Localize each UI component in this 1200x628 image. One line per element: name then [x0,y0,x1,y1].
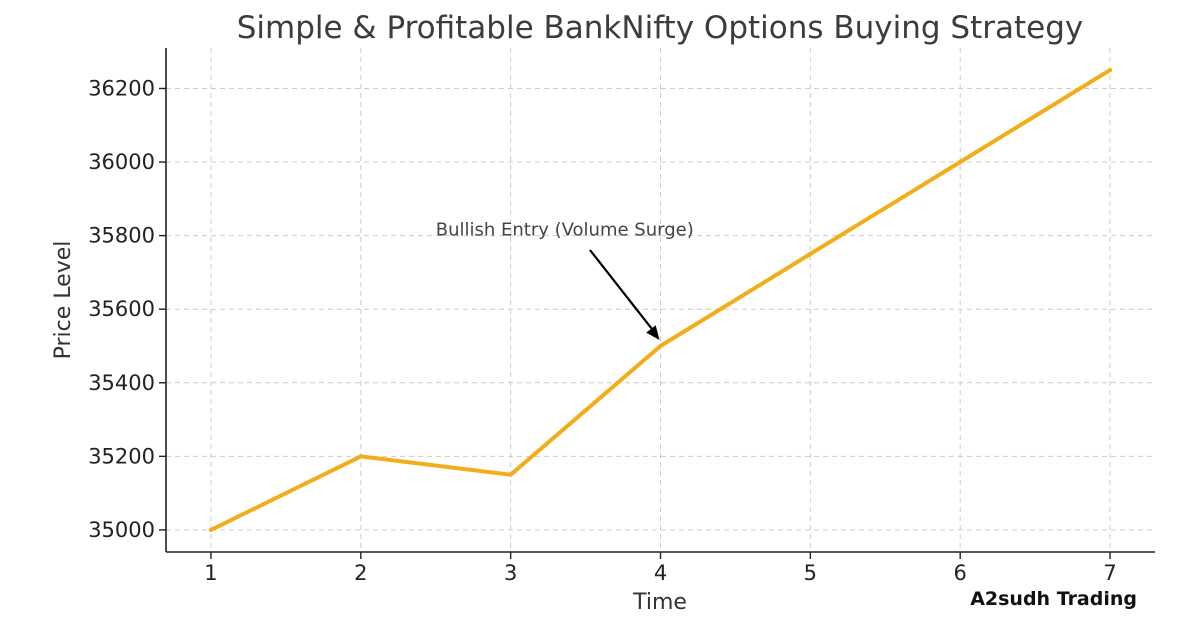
chart-title: Simple & Profitable BankNifty Options Bu… [237,10,1084,46]
grid-lines [166,48,1155,552]
data-point-3 [508,472,513,477]
y-ticks: 35000 35200 35400 35600 35800 36000 36200 [88,76,166,542]
x-tick-label-2: 2 [354,561,367,585]
annotation-text: Bullish Entry (Volume Surge) [436,220,694,241]
y-axis-label: Price Level [51,241,76,360]
data-point-5 [808,252,813,257]
annotation-arrow-line [589,249,655,332]
y-tick-label-3: 35400 [88,371,155,395]
data-point-1 [208,527,213,532]
x-tick-label-6: 6 [954,561,967,585]
x-tick-label-4: 4 [654,561,667,585]
y-tick-label-7: 36200 [88,76,155,100]
watermark-text: A2sudh Trading [970,588,1137,610]
y-tick-label-6: 36000 [88,150,155,174]
x-tick-label-1: 1 [204,561,217,585]
y-tick-label-2: 35200 [88,444,155,468]
y-tick-label-4: 35600 [88,297,155,321]
annotation-group: Bullish Entry (Volume Surge) [436,220,694,340]
y-tick-label-1: 35000 [88,518,155,542]
annotation-arrowhead-icon [646,325,660,340]
data-point-4 [658,343,663,348]
x-tick-label-5: 5 [804,561,817,585]
x-ticks: 1 2 3 4 5 6 7 [204,552,1117,585]
data-point-2 [358,454,363,459]
x-axis-label: Time [632,590,687,615]
series-group [208,68,1113,532]
data-point-7 [1108,68,1113,73]
y-tick-label-5: 35800 [88,224,155,248]
x-tick-label-3: 3 [504,561,517,585]
data-point-6 [958,160,963,165]
x-tick-label-7: 7 [1103,561,1116,585]
